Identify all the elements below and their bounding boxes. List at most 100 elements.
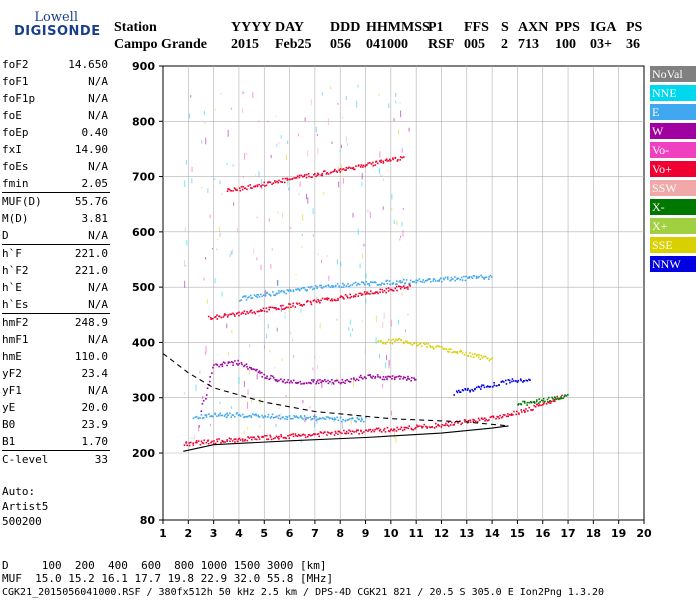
header-p1-label: P1 — [428, 20, 444, 35]
param-row: h`E N/A — [2, 279, 110, 296]
trace-point — [337, 297, 339, 300]
noise-dot — [298, 192, 300, 196]
trace-point — [205, 416, 208, 418]
trace-point — [461, 389, 464, 391]
trace-point — [276, 415, 278, 418]
noise-dot — [236, 227, 238, 233]
trace-point — [275, 307, 277, 309]
trace-point — [535, 400, 538, 403]
trace-point — [512, 380, 515, 382]
trace-point — [488, 385, 491, 388]
trace-point — [482, 355, 485, 358]
trace-point — [390, 339, 392, 342]
trace-point — [293, 177, 296, 179]
trace-point — [389, 283, 391, 286]
trace-point — [449, 279, 451, 282]
noise-dot — [243, 431, 245, 435]
trace-point — [370, 163, 373, 165]
trace-point — [253, 311, 256, 313]
trace-point — [356, 378, 358, 381]
trace-point — [216, 364, 219, 366]
trace-point — [359, 374, 362, 377]
param-row: hmF2 248.9 — [2, 313, 110, 331]
trace-point — [384, 431, 387, 433]
header-ffs-value: 005 — [464, 37, 485, 52]
trace-point — [336, 416, 339, 419]
trace-point — [367, 430, 369, 432]
trace-point — [393, 376, 396, 379]
trace-point — [364, 164, 367, 167]
trace-point — [522, 400, 524, 403]
noise-dot — [379, 151, 381, 158]
trace-point — [373, 281, 375, 284]
trace-point — [300, 383, 302, 385]
trace-point — [273, 294, 275, 296]
trace-point — [357, 379, 360, 382]
trace-point — [473, 419, 475, 422]
noise-dot — [396, 220, 398, 225]
noise-dot — [347, 143, 349, 146]
trace-point — [349, 430, 352, 433]
trace-point — [252, 436, 254, 439]
trace-point — [208, 413, 210, 415]
trace-point — [214, 413, 216, 416]
trace-point — [300, 417, 303, 419]
trace-point — [365, 429, 368, 432]
trace-point — [342, 286, 345, 288]
noise-dot — [186, 239, 188, 246]
trace-point — [252, 368, 255, 370]
x-tick-label: 7 — [311, 527, 319, 540]
trace-point — [406, 340, 408, 343]
noise-dot — [405, 329, 407, 333]
trace-point — [188, 442, 191, 444]
trace-point — [407, 427, 410, 430]
x-tick-label: 3 — [210, 527, 218, 540]
trace-point — [245, 299, 248, 301]
noise-dot — [323, 191, 325, 195]
trace-point — [509, 381, 511, 384]
trace-point — [439, 345, 441, 348]
trace-point — [435, 425, 438, 428]
trace-point — [195, 415, 198, 418]
trace-point — [407, 377, 409, 380]
trace-point — [386, 341, 388, 344]
noise-dot — [219, 180, 221, 185]
trace-point — [524, 402, 526, 404]
trace-point — [427, 343, 430, 345]
trace-point — [368, 428, 370, 431]
trace-point — [507, 415, 510, 418]
param-value: N/A — [88, 298, 108, 311]
noise-dot — [328, 275, 330, 281]
trace-point — [443, 347, 446, 350]
trace-point — [489, 358, 492, 361]
trace-point — [356, 416, 359, 419]
noise-dot — [375, 315, 377, 322]
trace-point — [223, 415, 226, 417]
trace-point — [372, 161, 374, 164]
trace-point — [409, 282, 411, 285]
trace-point — [345, 419, 347, 422]
trace-point — [231, 361, 233, 363]
trace-point — [268, 306, 270, 309]
trace-point — [282, 437, 285, 439]
trace-point — [219, 412, 222, 415]
trace-point — [372, 375, 374, 378]
noise-dot — [395, 437, 397, 443]
trace-point — [360, 281, 363, 284]
noise-dot — [221, 291, 223, 297]
trace-point — [304, 434, 306, 436]
trace-point — [399, 280, 402, 282]
trace-point — [395, 280, 398, 282]
trace-point — [241, 311, 244, 314]
noise-dot — [330, 382, 332, 386]
trace-point — [229, 189, 232, 192]
trace-point — [209, 380, 211, 383]
trace-point — [255, 295, 257, 298]
trace-point — [419, 342, 422, 345]
trace-point — [360, 417, 363, 420]
trace-point — [264, 415, 266, 417]
trace-point — [284, 307, 287, 309]
trace-point — [519, 378, 522, 380]
trace-point — [327, 284, 329, 286]
trace-point — [484, 420, 486, 422]
